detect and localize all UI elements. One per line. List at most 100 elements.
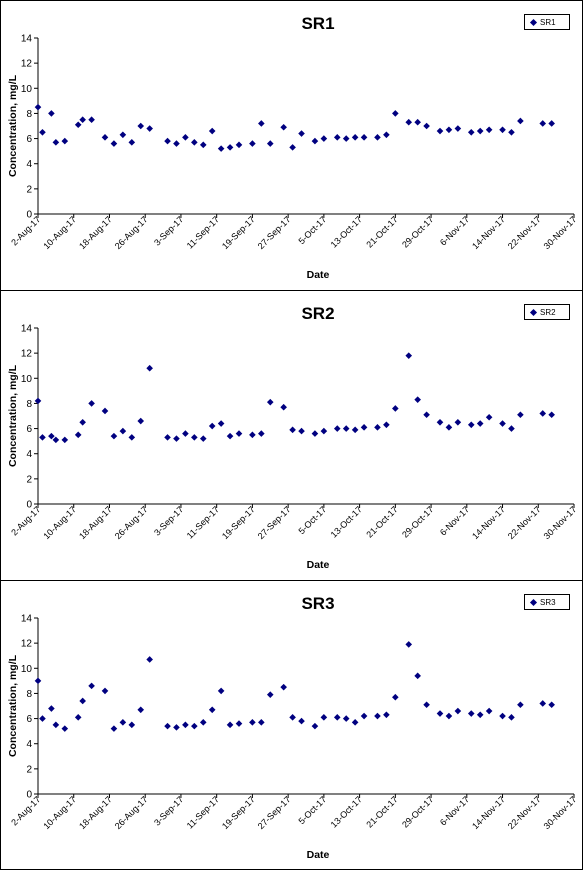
data-point: [217, 687, 225, 695]
data-point: [360, 134, 368, 141]
x-tick-label: 29-Oct-17: [400, 214, 435, 249]
x-tick-label: 26-Aug-17: [113, 214, 150, 251]
data-point: [436, 710, 444, 717]
y-tick-label: 10: [21, 84, 33, 95]
data-point: [199, 719, 207, 726]
x-tick-label: 3-Sep-17: [152, 794, 185, 827]
data-point: [476, 711, 484, 719]
data-point: [74, 121, 82, 129]
x-tick-label: 6-Nov-17: [438, 504, 471, 537]
x-tick-label: 27-Sep-17: [256, 794, 293, 831]
data-point: [182, 721, 189, 729]
y-tick-label: 14: [21, 34, 33, 45]
data-point: [191, 722, 198, 730]
legend-label: SR2: [540, 307, 556, 317]
y-tick-label: 8: [26, 689, 32, 700]
x-axis-label: Date: [307, 559, 330, 571]
x-tick-label: 18-Aug-17: [77, 504, 114, 541]
data-point: [258, 430, 265, 437]
data-point: [266, 691, 274, 698]
data-point: [436, 127, 444, 135]
x-tick-label: 21-Oct-17: [364, 794, 399, 829]
data-point: [333, 714, 341, 721]
x-tick-label: 27-Sep-17: [256, 214, 293, 251]
data-point: [79, 697, 86, 705]
x-tick-label: 18-Aug-17: [77, 794, 114, 831]
data-point: [110, 432, 118, 440]
data-point: [74, 431, 82, 439]
x-tick-label: 19-Sep-17: [220, 504, 257, 541]
data-point: [320, 135, 328, 142]
x-tick-label: 14-Nov-17: [470, 794, 507, 831]
data-point: [476, 127, 484, 135]
y-tick-label: 2: [26, 474, 32, 485]
data-point: [280, 683, 287, 691]
y-axis-label: Concentration, mg/L: [7, 74, 19, 177]
data-point: [508, 425, 515, 432]
data-point: [235, 141, 243, 149]
y-tick-label: 10: [21, 374, 33, 385]
data-point: [392, 405, 399, 412]
data-point: [235, 720, 243, 727]
x-tick-label: 10-Aug-17: [41, 794, 78, 831]
y-tick-label: 4: [26, 449, 32, 460]
x-tick-label: 14-Nov-17: [470, 214, 507, 251]
data-point: [423, 701, 430, 709]
data-point: [249, 719, 256, 726]
data-point: [128, 434, 136, 441]
data-point: [52, 721, 60, 729]
data-point: [298, 717, 305, 725]
y-tick-label: 6: [26, 714, 32, 725]
chart-panel-sr2: SR2 0 2 4 6 8 10 12 14 2-Aug-17 10-Aug-17 18-Aug-17…: [0, 290, 583, 581]
legend-marker-icon: [529, 18, 538, 26]
data-point: [351, 134, 359, 141]
data-point: [101, 134, 109, 141]
data-point: [517, 411, 524, 419]
data-point: [392, 110, 399, 117]
data-point: [320, 714, 328, 721]
data-point: [199, 141, 207, 149]
data-point: [436, 418, 444, 426]
chart-panel-sr1: SR1 0 2 4 6 8 10 12 14 2-Aug-17 10-Aug-17 18-Aug-17…: [0, 0, 583, 291]
x-tick-label: 21-Oct-17: [364, 504, 399, 539]
legend: SR2: [524, 304, 570, 320]
data-point: [360, 712, 368, 720]
data-point: [405, 641, 413, 648]
data-point: [298, 130, 305, 137]
x-tick-label: 3-Sep-17: [152, 504, 185, 537]
data-point: [360, 424, 368, 431]
data-point: [164, 137, 171, 145]
data-point: [342, 135, 350, 142]
data-point: [298, 427, 305, 435]
data-point: [164, 722, 171, 730]
data-point: [485, 126, 493, 134]
data-point: [289, 426, 296, 434]
data-point: [508, 714, 515, 721]
y-axis-label: Concentration, mg/L: [7, 654, 19, 757]
data-point: [405, 352, 413, 359]
data-point: [342, 715, 350, 722]
data-point: [217, 420, 225, 427]
data-point: [249, 431, 256, 439]
y-tick-label: 0: [26, 210, 32, 221]
chart-panel-sr3: SR3 0 2 4 6 8 10 12 14 2-Aug-17 10-Aug-17 18-Aug-17…: [0, 580, 583, 870]
data-point: [191, 139, 198, 146]
data-point: [52, 436, 60, 444]
data-point: [164, 434, 171, 441]
x-tick-label: 19-Sep-17: [220, 214, 257, 251]
data-point: [182, 134, 189, 141]
data-point: [351, 719, 359, 726]
data-point: [485, 413, 493, 421]
data-point: [79, 418, 86, 426]
data-point: [52, 139, 60, 146]
data-point: [392, 693, 399, 701]
x-tick-label: 26-Aug-17: [113, 504, 150, 541]
data-point: [289, 144, 296, 151]
x-tick-label: 11-Sep-17: [185, 214, 221, 250]
data-point: [226, 721, 234, 729]
x-tick-label: 5-Oct-17: [296, 794, 328, 826]
data-point: [128, 721, 136, 729]
data-point: [39, 128, 46, 136]
data-point: [61, 137, 69, 145]
data-point: [405, 118, 413, 126]
